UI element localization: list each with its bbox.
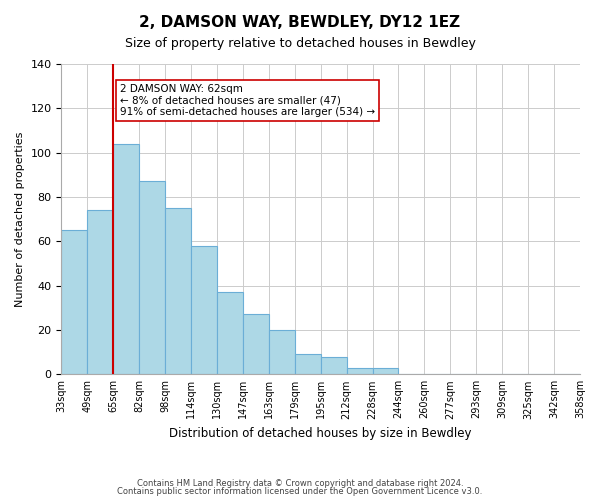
Bar bbox=[217, 292, 243, 374]
Text: Size of property relative to detached houses in Bewdley: Size of property relative to detached ho… bbox=[125, 38, 475, 51]
Y-axis label: Number of detached properties: Number of detached properties bbox=[15, 132, 25, 307]
Bar bbox=[347, 368, 373, 374]
Text: Contains HM Land Registry data © Crown copyright and database right 2024.: Contains HM Land Registry data © Crown c… bbox=[137, 478, 463, 488]
Bar bbox=[165, 208, 191, 374]
Bar bbox=[113, 144, 139, 374]
Bar bbox=[191, 246, 217, 374]
Bar bbox=[295, 354, 321, 374]
Text: 2, DAMSON WAY, BEWDLEY, DY12 1EZ: 2, DAMSON WAY, BEWDLEY, DY12 1EZ bbox=[139, 15, 461, 30]
Text: Contains public sector information licensed under the Open Government Licence v3: Contains public sector information licen… bbox=[118, 487, 482, 496]
Bar bbox=[88, 210, 113, 374]
Bar bbox=[373, 368, 398, 374]
Bar bbox=[61, 230, 88, 374]
Bar bbox=[269, 330, 295, 374]
Bar bbox=[139, 182, 165, 374]
Bar bbox=[243, 314, 269, 374]
Bar bbox=[321, 356, 347, 374]
Text: 2 DAMSON WAY: 62sqm
← 8% of detached houses are smaller (47)
91% of semi-detache: 2 DAMSON WAY: 62sqm ← 8% of detached hou… bbox=[120, 84, 375, 117]
X-axis label: Distribution of detached houses by size in Bewdley: Distribution of detached houses by size … bbox=[169, 427, 472, 440]
